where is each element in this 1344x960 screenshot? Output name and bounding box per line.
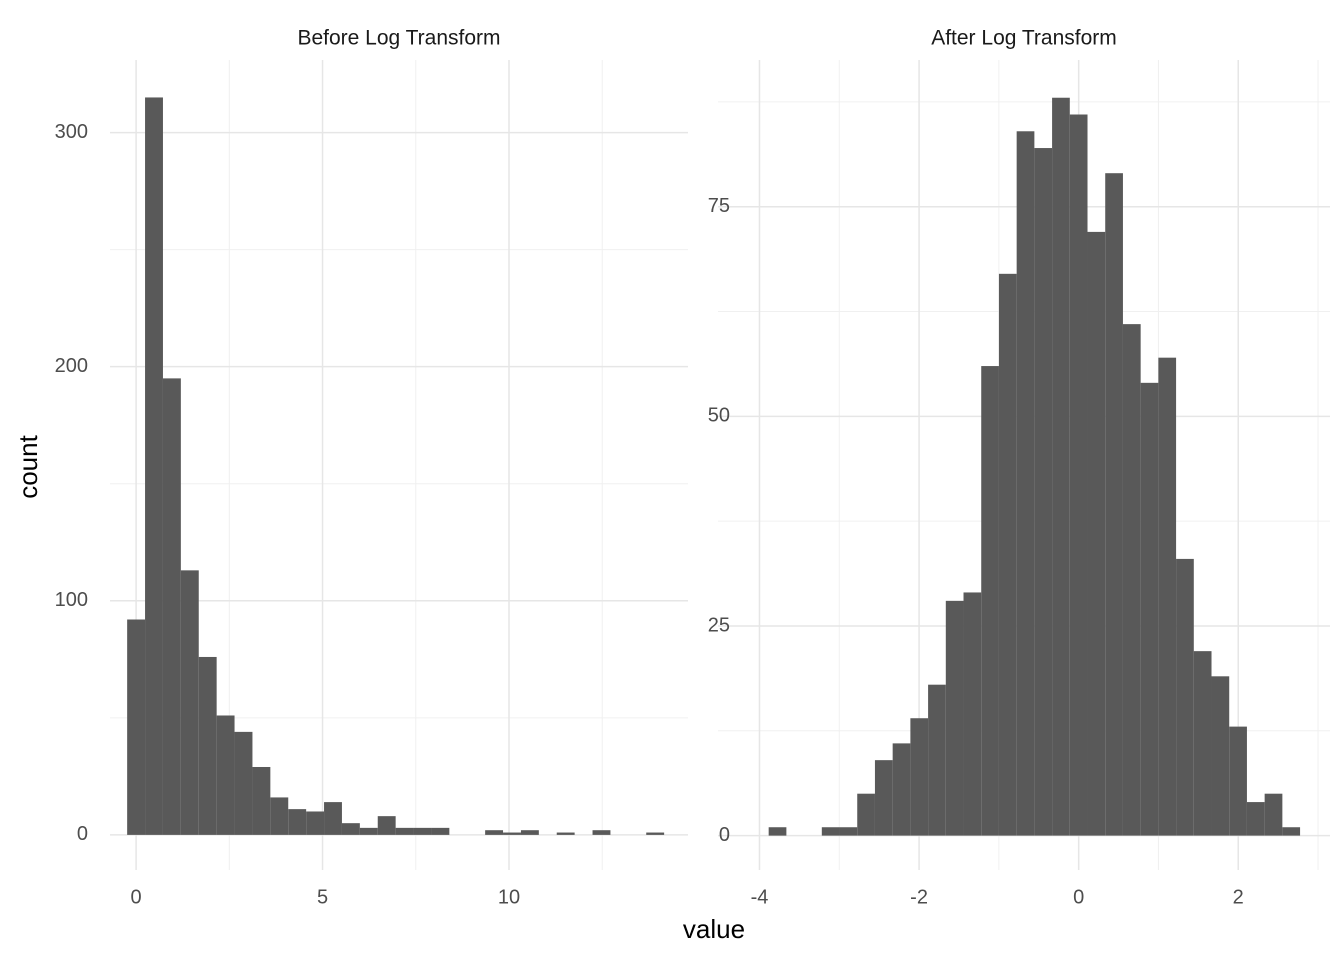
bar <box>198 656 217 835</box>
bar <box>874 760 893 836</box>
bar <box>216 715 235 835</box>
facet-title: After Log Transform <box>931 27 1117 50</box>
bar <box>556 832 575 835</box>
y-tick-label: 0 <box>77 823 88 845</box>
bar <box>127 619 146 835</box>
bar <box>180 570 199 835</box>
bar <box>431 827 450 835</box>
bar <box>252 766 271 835</box>
bar <box>1087 231 1106 836</box>
bar <box>1246 802 1265 836</box>
bar <box>928 684 946 836</box>
bar <box>1069 114 1088 836</box>
bar <box>485 830 504 835</box>
bar <box>1264 793 1283 836</box>
bar <box>395 827 414 835</box>
facet-title: Before Log Transform <box>297 27 500 50</box>
bar <box>520 830 539 835</box>
bar <box>1176 558 1194 836</box>
bar <box>162 378 181 835</box>
y-tick-label: 50 <box>708 405 730 427</box>
bar <box>359 827 378 835</box>
y-axis-title: count <box>13 434 43 498</box>
bar <box>1122 324 1141 836</box>
x-tick-label: 5 <box>317 886 328 908</box>
bar <box>503 832 521 835</box>
bar <box>377 816 396 835</box>
x-tick-label: 2 <box>1233 886 1244 908</box>
y-tick-label: 25 <box>708 614 730 636</box>
bar <box>768 827 787 836</box>
x-tick-label: 0 <box>1073 886 1084 908</box>
bar <box>963 592 982 836</box>
y-tick-label: 75 <box>708 195 730 217</box>
bar <box>413 827 432 835</box>
y-tick-label: 200 <box>55 355 88 377</box>
y-tick-label: 0 <box>719 824 730 846</box>
bar <box>981 366 999 836</box>
bar <box>1105 173 1123 836</box>
bar <box>306 811 325 835</box>
x-tick-label: 10 <box>498 886 520 908</box>
bar <box>1140 382 1159 836</box>
bar <box>288 809 307 835</box>
bar <box>1016 131 1035 836</box>
x-axis-title: value <box>683 914 745 944</box>
bar <box>1193 651 1212 836</box>
bar <box>1158 357 1177 836</box>
bar <box>1282 827 1301 836</box>
bar <box>270 797 289 835</box>
bar <box>145 97 163 835</box>
bar <box>592 830 611 835</box>
x-tick-label: -2 <box>910 886 928 908</box>
bar <box>821 827 840 836</box>
bar <box>646 832 665 835</box>
bar <box>945 600 964 836</box>
bar <box>1034 148 1053 836</box>
bar <box>839 827 858 836</box>
bar <box>234 731 253 835</box>
bar <box>998 273 1017 836</box>
y-tick-label: 100 <box>55 589 88 611</box>
bar <box>892 743 911 836</box>
x-tick-label: -4 <box>751 886 769 908</box>
bar <box>857 793 875 836</box>
bar <box>1229 726 1247 836</box>
bar <box>1052 97 1070 836</box>
bar <box>341 823 360 835</box>
bar <box>1211 676 1230 836</box>
bar <box>324 802 342 835</box>
x-tick-label: 0 <box>131 886 142 908</box>
bar <box>910 718 929 836</box>
y-tick-label: 300 <box>55 121 88 143</box>
